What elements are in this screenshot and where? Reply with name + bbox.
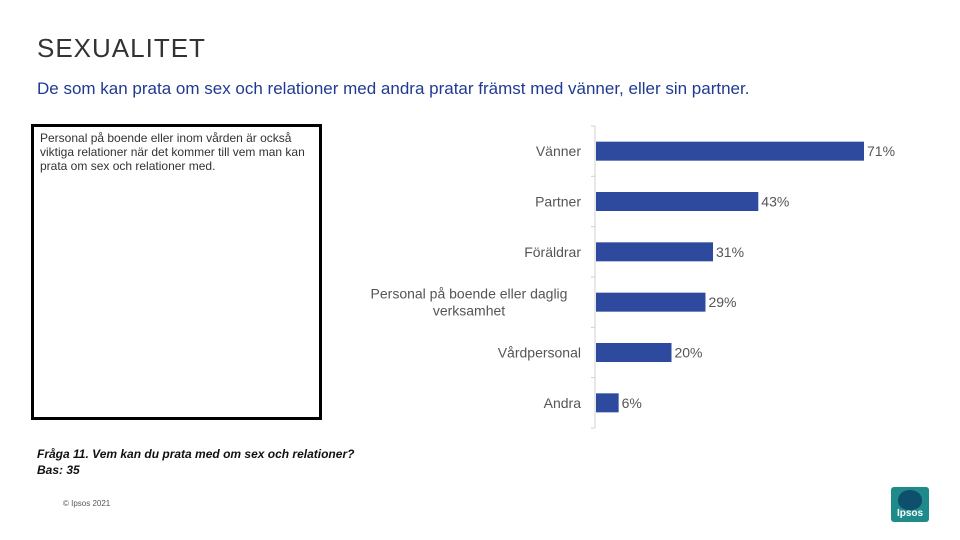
page-subtitle: De som kan prata om sex och relationer m… bbox=[37, 79, 750, 98]
note-box: Personal på boende eller inom vården är … bbox=[31, 124, 322, 420]
bar bbox=[596, 393, 619, 413]
data-label: 43% bbox=[761, 194, 789, 210]
question-line: Fråga 11. Vem kan du prata med om sex oc… bbox=[37, 447, 355, 461]
category-label: Partner bbox=[535, 194, 581, 210]
bar bbox=[596, 141, 864, 161]
bar bbox=[596, 192, 759, 211]
note-text: Personal på boende eller inom vården är … bbox=[40, 131, 305, 173]
category-label: Vårdpersonal bbox=[498, 345, 581, 361]
copyright: © Ipsos 2021 bbox=[63, 499, 111, 508]
logo-mark bbox=[898, 490, 922, 510]
bar bbox=[596, 343, 672, 362]
category-label: Personal på boende eller daglig bbox=[371, 286, 568, 302]
base-line: Bas: 35 bbox=[37, 463, 80, 477]
data-label: 29% bbox=[708, 294, 736, 310]
data-label: 6% bbox=[622, 395, 642, 411]
data-label: 31% bbox=[716, 244, 744, 260]
logo-text: Ipsos bbox=[896, 508, 924, 519]
bar bbox=[596, 242, 714, 262]
bar bbox=[596, 292, 706, 312]
category-label: verksamhet bbox=[433, 303, 505, 319]
page-title: SEXUALITET bbox=[37, 33, 206, 63]
category-label: Andra bbox=[544, 395, 582, 411]
question-text: Fråga 11. Vem kan du prata med om sex oc… bbox=[37, 446, 354, 478]
category-label: Vänner bbox=[536, 143, 581, 159]
ipsos-logo: Ipsos bbox=[891, 487, 929, 522]
data-label: 20% bbox=[674, 345, 702, 361]
category-label: Föräldrar bbox=[524, 244, 581, 260]
data-label: 71% bbox=[867, 143, 895, 159]
